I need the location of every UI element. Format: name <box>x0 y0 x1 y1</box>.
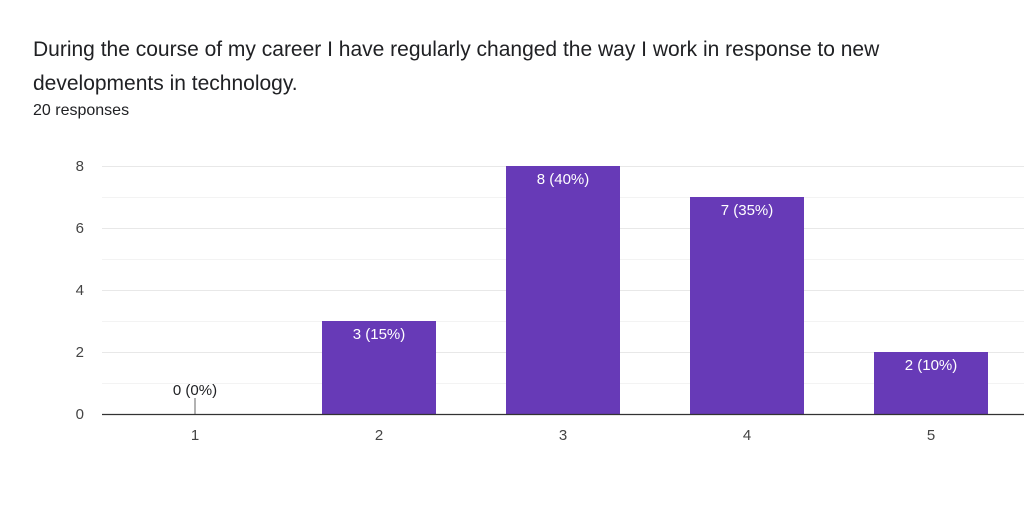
x-tick-label: 2 <box>375 427 383 444</box>
bar-2 <box>322 321 436 414</box>
data-label-4: 7 (35%) <box>721 202 774 219</box>
bar-3 <box>506 166 620 414</box>
y-tick-label: 6 <box>76 220 84 237</box>
data-label-3: 8 (40%) <box>537 171 590 188</box>
x-tick-label: 1 <box>191 427 199 444</box>
y-tick-label: 8 <box>76 158 84 175</box>
x-tick-label: 4 <box>743 427 751 444</box>
y-tick-label: 4 <box>76 282 84 299</box>
x-tick-label: 3 <box>559 427 567 444</box>
data-label-2: 3 (15%) <box>353 326 406 343</box>
bar-4 <box>690 197 804 414</box>
data-label-5: 2 (10%) <box>905 357 958 374</box>
response-count: 20 responses <box>33 102 130 119</box>
bar-5 <box>874 352 988 414</box>
data-label-1: 0 (0%) <box>173 382 217 399</box>
x-tick-label: 5 <box>927 427 935 444</box>
y-tick-label: 0 <box>76 406 84 423</box>
question-title: During the course of my career I have re… <box>33 38 880 95</box>
bars <box>194 166 988 414</box>
y-tick-label: 2 <box>76 344 84 361</box>
